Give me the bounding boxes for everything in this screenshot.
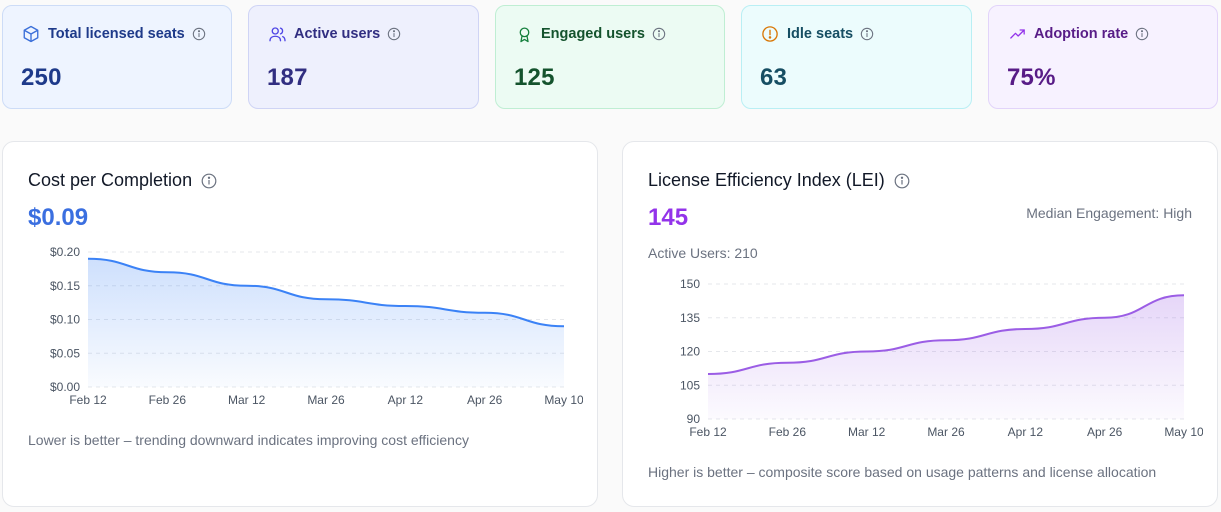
info-icon[interactable] — [1135, 27, 1149, 41]
kpi-card-adoption-rate: Adoption rate 75% — [988, 5, 1218, 109]
y-tick-label: 120 — [680, 345, 700, 359]
x-tick-label: Mar 12 — [848, 425, 886, 439]
kpi-label: Active users — [294, 26, 381, 42]
area-fill — [88, 258, 564, 387]
chart-note: Lower is better – trending downward indi… — [28, 432, 469, 448]
x-tick-label: Feb 26 — [769, 425, 807, 439]
kpi-value: 75% — [1007, 64, 1056, 91]
active-users-label: Active Users: 210 — [648, 245, 758, 261]
info-icon[interactable] — [192, 27, 206, 41]
x-tick-label: Feb 26 — [149, 393, 187, 407]
cube-icon — [21, 24, 41, 44]
alert-circle-icon — [760, 24, 780, 44]
y-tick-label: $0.05 — [50, 346, 80, 360]
info-icon[interactable] — [387, 27, 401, 41]
lei-chart: 90 105 120 135 150 Feb 12 Feb 26 Mar 12 Mar 26 Ap… — [680, 277, 1203, 439]
info-icon[interactable] — [201, 173, 217, 189]
x-tick-label: May 10 — [1164, 425, 1203, 439]
kpi-card-active-users: Active users 187 — [248, 5, 479, 109]
users-icon — [267, 24, 287, 44]
kpi-value: 187 — [267, 64, 308, 91]
x-tick-label: May 10 — [544, 393, 583, 407]
y-tick-label: $0.15 — [50, 279, 80, 293]
trending-up-icon — [1007, 24, 1027, 44]
series-line — [87, 257, 565, 328]
kpi-card-total-licensed-seats: Total licensed seats 250 — [2, 5, 232, 109]
chart-note: Higher is better – composite score based… — [648, 464, 1157, 480]
area-fill — [708, 295, 1184, 419]
card-title: License Efficiency Index (LEI) — [648, 170, 910, 191]
lei-card: License Efficiency Index (LEI) 145 Media… — [622, 141, 1218, 507]
x-tick-label: Apr 26 — [1087, 425, 1123, 439]
cost-value: $0.09 — [28, 204, 89, 231]
cost-chart: $0.00 $0.05 $0.10 $0.15 $0.20 Feb 12 Feb 26 Mar… — [50, 245, 583, 407]
info-icon[interactable] — [860, 27, 874, 41]
kpi-label: Engaged users — [541, 26, 645, 42]
y-tick-label: 150 — [680, 277, 700, 291]
y-tick-label: $0.10 — [50, 313, 80, 327]
x-tick-label: Feb 12 — [689, 425, 727, 439]
y-tick-label: 135 — [680, 311, 700, 325]
kpi-label: Adoption rate — [1034, 26, 1129, 42]
x-tick-label: Mar 12 — [228, 393, 266, 407]
cost-per-completion-card: Cost per Completion $0.09 $0.00 $0.05 $0.1… — [2, 141, 598, 507]
x-tick-label: Mar 26 — [307, 393, 345, 407]
info-icon[interactable] — [894, 173, 910, 189]
lei-value: 145 — [648, 204, 689, 231]
info-icon[interactable] — [652, 27, 666, 41]
y-tick-label: 90 — [687, 412, 701, 426]
x-tick-label: Feb 12 — [69, 393, 107, 407]
x-tick-label: Mar 26 — [927, 425, 965, 439]
kpi-card-idle-seats: Idle seats 63 — [741, 5, 972, 109]
card-title-text: Cost per Completion — [28, 170, 193, 190]
kpi-label: Total licensed seats — [48, 26, 185, 42]
kpi-value: 63 — [760, 64, 788, 91]
card-title-text: License Efficiency Index (LEI) — [648, 170, 885, 190]
x-tick-label: Apr 26 — [467, 393, 503, 407]
kpi-value: 125 — [514, 64, 555, 91]
x-tick-label: Apr 12 — [388, 393, 424, 407]
x-tick-label: Apr 12 — [1008, 425, 1044, 439]
kpi-card-engaged-users: Engaged users 125 — [495, 5, 725, 109]
series-line — [707, 294, 1185, 375]
y-tick-label: 105 — [680, 378, 700, 392]
kpi-value: 250 — [21, 64, 62, 91]
median-engagement-label: Median Engagement: High — [1026, 205, 1192, 221]
y-tick-label: $0.00 — [50, 380, 80, 394]
y-tick-label: $0.20 — [50, 245, 80, 259]
card-title: Cost per Completion — [28, 170, 217, 191]
award-icon — [514, 24, 534, 44]
kpi-label: Idle seats — [787, 26, 854, 42]
